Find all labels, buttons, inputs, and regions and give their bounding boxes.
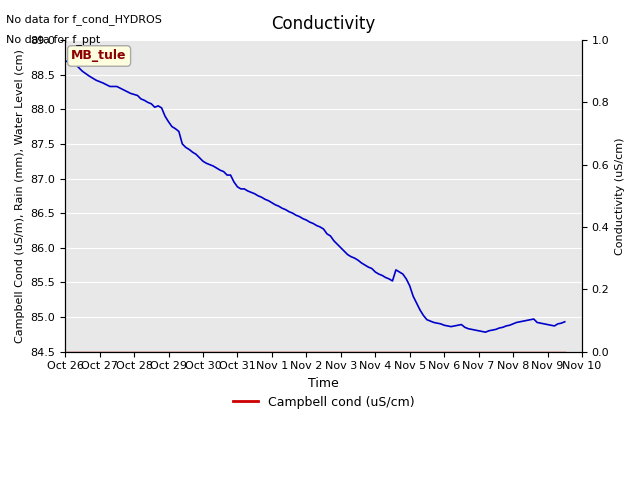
Water Level [344,252,351,258]
Water Level [206,162,214,168]
Campbell cond (uS/cm) [518,348,526,354]
Text: MB_tule: MB_tule [71,49,127,62]
Campbell cond (uS/cm) [81,348,89,354]
Campbell cond (uS/cm) [536,348,543,354]
Campbell cond (uS/cm) [92,348,99,354]
Y-axis label: Campbell Cond (uS/m), Rain (mm), Water Level (cm): Campbell Cond (uS/m), Rain (mm), Water L… [15,49,25,343]
Text: No data for f_ppt: No data for f_ppt [6,34,100,45]
Line: Water Level: Water Level [65,61,564,332]
Legend: Campbell cond (uS/cm): Campbell cond (uS/cm) [228,391,419,414]
X-axis label: Time: Time [308,377,339,390]
Campbell cond (uS/cm) [61,348,69,354]
Text: No data for f_cond_HYDROS: No data for f_cond_HYDROS [6,14,163,25]
Water Level [561,319,568,324]
Title: Conductivity: Conductivity [271,15,376,33]
Campbell cond (uS/cm) [561,348,568,354]
Water Level [61,58,69,64]
Y-axis label: Conductivity (uS/cm): Conductivity (uS/cm) [615,137,625,254]
Water Level [361,262,369,268]
Water Level [533,320,541,325]
Water Level [430,320,438,325]
Campbell cond (uS/cm) [154,348,162,354]
Water Level [502,323,510,329]
Water Level [482,329,490,335]
Campbell cond (uS/cm) [195,348,202,354]
